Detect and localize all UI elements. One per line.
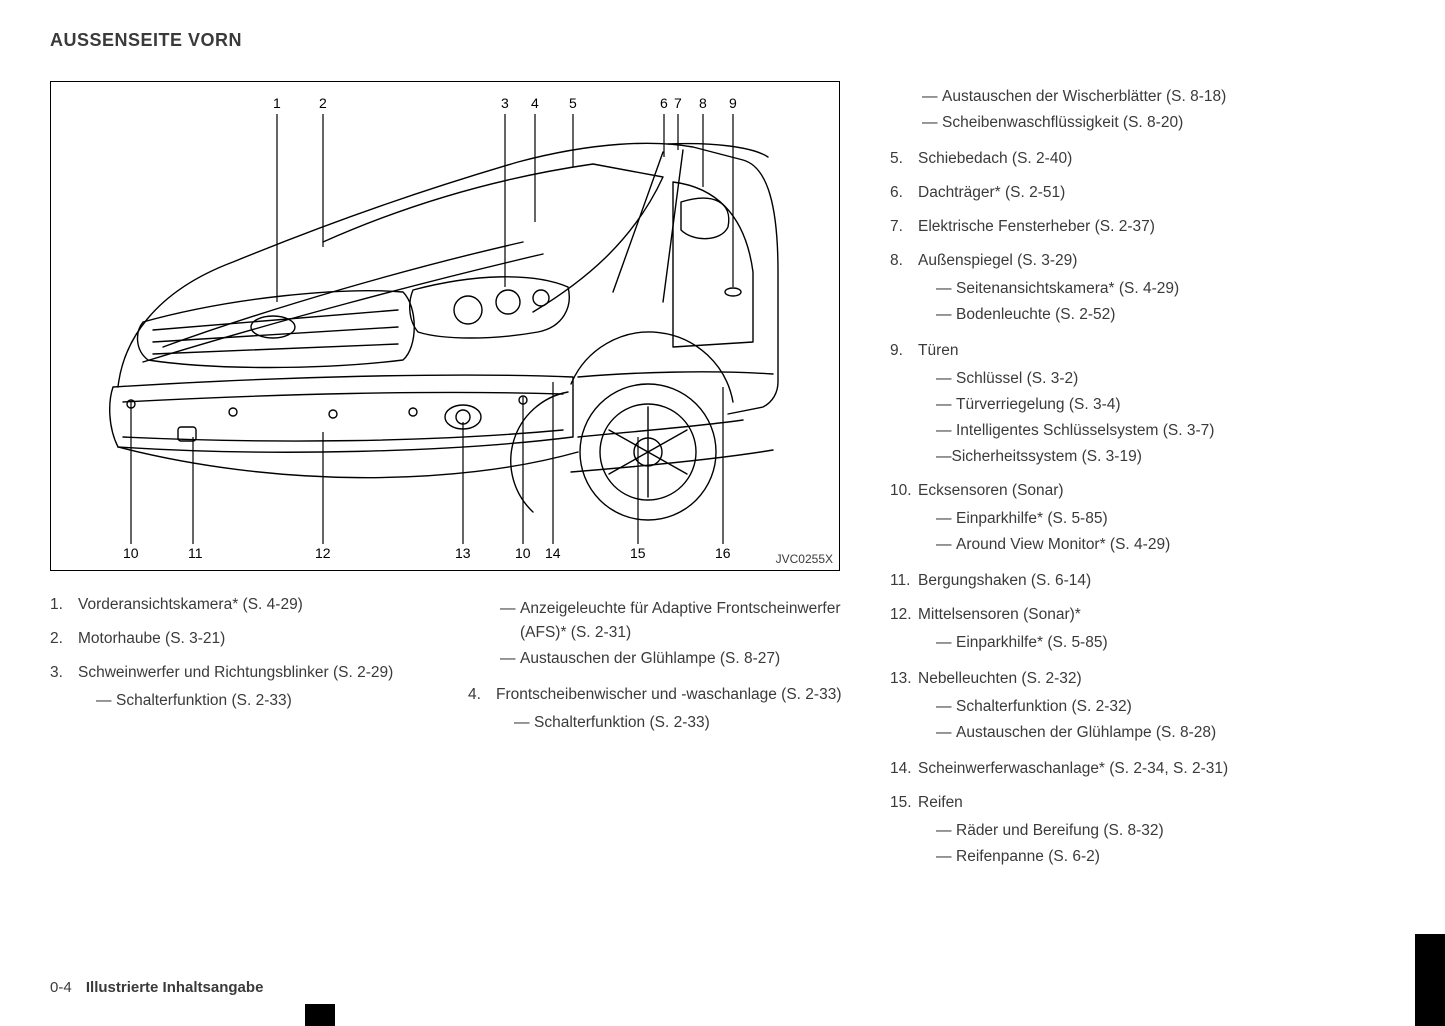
sub-item: —Schalterfunktion (S. 2-32) bbox=[936, 695, 1395, 719]
list-item: 3.Schweinwerfer und Richtungsblinker (S.… bbox=[50, 661, 440, 715]
item-number: 7. bbox=[890, 215, 918, 239]
item-number: 2. bbox=[50, 627, 78, 651]
sub-item: —Austauschen der Glühlampe (S. 8-27) bbox=[500, 647, 858, 671]
left-column: 1 2 3 4 5 6 7 8 9 bbox=[50, 81, 860, 881]
item-number: 6. bbox=[890, 181, 918, 205]
sub-item: —Scheibenwaschflüssigkeit (S. 8-20) bbox=[922, 111, 1395, 135]
item-number: 13. bbox=[890, 667, 918, 747]
item-text: Außenspiegel (S. 3-29) bbox=[918, 249, 1395, 273]
item-text: Schweinwerfer und Richtungsblinker (S. 2… bbox=[78, 661, 440, 685]
item-text: Türen bbox=[918, 339, 1395, 363]
svg-text:6: 6 bbox=[660, 95, 668, 111]
sub-item: —Anzeigeleuchte für Adaptive Front­schei… bbox=[500, 597, 858, 645]
sub-item: —Austauschen der Glühlampe (S. 8-28) bbox=[936, 721, 1395, 745]
item-number: 1. bbox=[50, 593, 78, 617]
sub-item: —Türverriegelung (S. 3-4) bbox=[936, 393, 1395, 417]
sub-item: —Bodenleuchte (S. 2-52) bbox=[936, 303, 1395, 327]
diagram-box: 1 2 3 4 5 6 7 8 9 bbox=[50, 81, 840, 571]
list-item: —Anzeigeleuchte für Adaptive Front­schei… bbox=[468, 593, 858, 673]
item-text: Vorderansichtskamera* (S. 4-29) bbox=[78, 593, 440, 617]
list-col-2: —Anzeigeleuchte für Adaptive Front­schei… bbox=[468, 593, 858, 747]
list-item: 13.Nebelleuchten (S. 2-32) —Schalterfunkt… bbox=[890, 667, 1395, 747]
svg-text:14: 14 bbox=[545, 545, 561, 561]
list-item: 8.Außenspiegel (S. 3-29) —Seitenansichtsk… bbox=[890, 249, 1395, 329]
svg-text:5: 5 bbox=[569, 95, 577, 111]
item-number: 11. bbox=[890, 569, 918, 593]
item-text: Motorhaube (S. 3-21) bbox=[78, 627, 440, 651]
list-col-1: 1.Vorderansichtskamera* (S. 4-29)2.Motor… bbox=[50, 593, 440, 747]
list-item: 10.Ecksensoren (Sonar) —Einparkhilfe* (S.… bbox=[890, 479, 1395, 559]
svg-text:16: 16 bbox=[715, 545, 731, 561]
item-text: Nebelleuchten (S. 2-32) bbox=[918, 667, 1395, 691]
list-item: 1.Vorderansichtskamera* (S. 4-29) bbox=[50, 593, 440, 617]
list-item: 15.Reifen —Räder und Bereifung (S. 8-32)—… bbox=[890, 791, 1395, 871]
item-text: Schiebedach (S. 2-40) bbox=[918, 147, 1395, 171]
list-item: 7.Elektrische Fensterheber (S. 2-37) bbox=[890, 215, 1395, 239]
svg-text:3: 3 bbox=[501, 95, 509, 111]
list-item: 14.Scheinwerferwaschanlage* (S. 2-34, S.… bbox=[890, 757, 1395, 781]
item-number: 4. bbox=[468, 683, 496, 737]
page-title: AUSSENSEITE VORN bbox=[50, 30, 1395, 51]
list-item: 6.Dachträger* (S. 2-51) bbox=[890, 181, 1395, 205]
item-number: 9. bbox=[890, 339, 918, 469]
item-text: Dachträger* (S. 2-51) bbox=[918, 181, 1395, 205]
item-number: 12. bbox=[890, 603, 918, 657]
item-text: Ecksensoren (Sonar) bbox=[918, 479, 1395, 503]
list-item: 2.Motorhaube (S. 3-21) bbox=[50, 627, 440, 651]
svg-text:10: 10 bbox=[123, 545, 139, 561]
sub-item: —Sicherheitssystem (S. 3-19) bbox=[918, 445, 1395, 469]
list-item: —Austauschen der Wischerblätter (S. 8-18… bbox=[890, 81, 1395, 137]
svg-text:13: 13 bbox=[455, 545, 471, 561]
list-item: 9.Türen —Schlüssel (S. 3-2)—Türverriegelu… bbox=[890, 339, 1395, 469]
svg-text:7: 7 bbox=[674, 95, 682, 111]
item-text: Reifen bbox=[918, 791, 1395, 815]
svg-text:1: 1 bbox=[273, 95, 281, 111]
list-item: 4.Frontscheibenwischer und -waschanlage … bbox=[468, 683, 858, 737]
item-text: Elektrische Fensterheber (S. 2-37) bbox=[918, 215, 1395, 239]
sub-item: —Reifenpanne (S. 6-2) bbox=[936, 845, 1395, 869]
list-item: 12.Mittelsensoren (Sonar)* —Einparkhilfe*… bbox=[890, 603, 1395, 657]
sub-item: —Around View Monitor* (S. 4-29) bbox=[936, 533, 1395, 557]
item-number: 10. bbox=[890, 479, 918, 559]
sub-item: —Einparkhilfe* (S. 5-85) bbox=[936, 507, 1395, 531]
item-number: 8. bbox=[890, 249, 918, 329]
crop-mark-left bbox=[305, 1004, 335, 1026]
list-item: 5.Schiebedach (S. 2-40) bbox=[890, 147, 1395, 171]
below-diagram-columns: 1.Vorderansichtskamera* (S. 4-29)2.Motor… bbox=[50, 593, 860, 747]
right-column: —Austauschen der Wischerblätter (S. 8-18… bbox=[890, 81, 1395, 881]
sub-item: —Seitenansichtskamera* (S. 4-29) bbox=[936, 277, 1395, 301]
sub-item: —Schalterfunktion (S. 2-33) bbox=[514, 711, 858, 735]
sub-item: —Intelligentes Schlüsselsystem (S. 3-7) bbox=[936, 419, 1395, 443]
svg-text:4: 4 bbox=[531, 95, 539, 111]
svg-text:12: 12 bbox=[315, 545, 331, 561]
page-footer: 0-4 Illustrierte Inhaltsangabe bbox=[50, 979, 263, 996]
sub-item: —Einparkhilfe* (S. 5-85) bbox=[936, 631, 1395, 655]
content-area: 1 2 3 4 5 6 7 8 9 bbox=[50, 81, 1395, 881]
item-text: Bergungshaken (S. 6-14) bbox=[918, 569, 1395, 593]
sub-item: —Räder und Bereifung (S. 8-32) bbox=[936, 819, 1395, 843]
item-text: Mittelsensoren (Sonar)* bbox=[918, 603, 1395, 627]
svg-text:2: 2 bbox=[319, 95, 327, 111]
item-text: Scheinwerferwaschanlage* (S. 2-34, S. 2-… bbox=[918, 757, 1395, 781]
svg-text:11: 11 bbox=[188, 545, 203, 561]
svg-text:9: 9 bbox=[729, 95, 737, 111]
item-number: 3. bbox=[50, 661, 78, 715]
crop-mark-right bbox=[1415, 934, 1445, 1026]
vehicle-diagram: 1 2 3 4 5 6 7 8 9 bbox=[73, 92, 823, 562]
svg-text:15: 15 bbox=[630, 545, 646, 561]
sub-item: —Austauschen der Wischerblätter (S. 8-18… bbox=[922, 85, 1395, 109]
list-item: 11.Bergungshaken (S. 6-14) bbox=[890, 569, 1395, 593]
sub-item: —Schlüssel (S. 3-2) bbox=[936, 367, 1395, 391]
section-title: Illustrierte Inhaltsangabe bbox=[86, 979, 264, 996]
item-text: Frontscheibenwischer und -waschanlage (S… bbox=[496, 683, 858, 707]
item-number: 15. bbox=[890, 791, 918, 871]
item-number: 14. bbox=[890, 757, 918, 781]
svg-text:10: 10 bbox=[515, 545, 531, 561]
diagram-code: JVC0255X bbox=[776, 552, 833, 566]
svg-text:8: 8 bbox=[699, 95, 707, 111]
sub-item: —Schalterfunktion (S. 2-33) bbox=[96, 689, 440, 713]
page-number: 0-4 bbox=[50, 979, 72, 996]
item-number: 5. bbox=[890, 147, 918, 171]
